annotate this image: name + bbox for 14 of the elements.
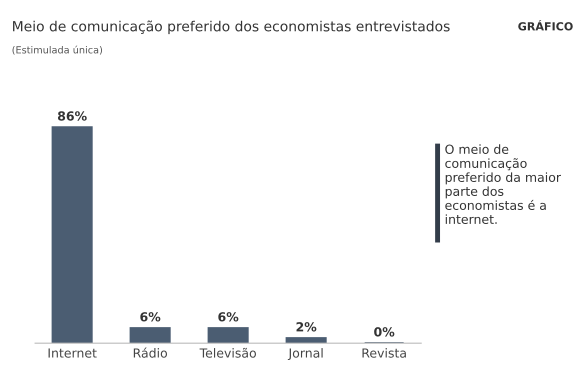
text: GRÁFICO	[518, 20, 573, 31]
data-label: 0%	[374, 327, 394, 337]
x-tick-label: Internet	[48, 348, 97, 358]
data-label: 6%	[140, 312, 160, 322]
chart-title: Meio de comunicação preferido dos economistas entrevistados	[13, 20, 450, 34]
data-label: 2%	[296, 322, 316, 332]
x-tick-label: Televisão	[200, 348, 256, 358]
data-label: 6%	[218, 312, 238, 322]
x-tick-label: Jornal	[288, 348, 323, 360]
x-tick-label: Revista	[362, 348, 406, 358]
text: O meio de comunicação preferido da maior parte dos economistas é a internet.	[445, 144, 562, 224]
chart-subtitle: (Estimulada única)	[12, 46, 102, 55]
x-tick-label: Rádio	[134, 348, 168, 358]
data-label: 86%	[58, 111, 87, 121]
